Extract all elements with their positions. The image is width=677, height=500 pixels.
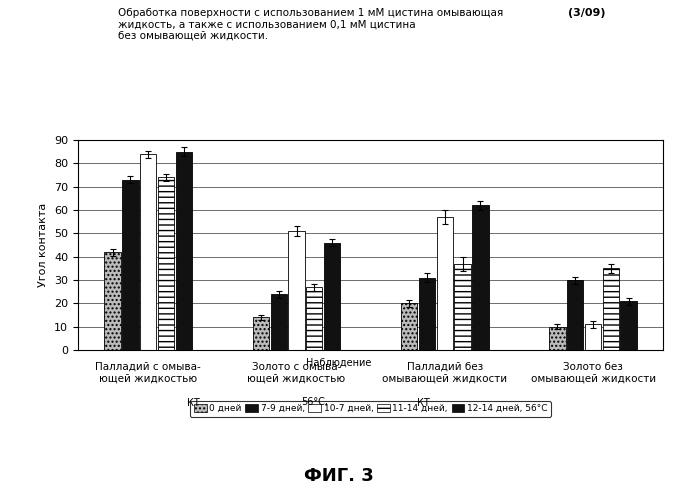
Bar <box>472 206 489 350</box>
Bar <box>454 264 471 350</box>
Legend: 0 дней, 7-9 дней,, 10-7 дней,, 11-14 дней,, 12-14 дней, 56°C: 0 дней, 7-9 дней,, 10-7 дней,, 11-14 дне… <box>190 400 551 417</box>
Bar <box>419 278 435 350</box>
Bar <box>324 242 341 350</box>
Bar <box>175 152 192 350</box>
Bar <box>621 301 637 350</box>
Bar <box>104 252 121 350</box>
Bar <box>253 318 269 350</box>
Text: КТ: КТ <box>187 398 199 407</box>
Bar <box>140 154 156 350</box>
Bar <box>567 280 584 350</box>
Y-axis label: Угол контакта: Угол контакта <box>39 203 49 287</box>
Bar <box>158 178 174 350</box>
Text: КТ: КТ <box>417 398 429 407</box>
Bar <box>437 217 453 350</box>
Bar <box>549 326 566 350</box>
Bar <box>585 324 601 350</box>
Text: Обработка поверхности с использованием 1 мМ цистина омывающая
жидкость, а также : Обработка поверхности с использованием 1… <box>118 8 504 40</box>
Text: 56°С,: 56°С, <box>301 398 328 407</box>
Bar <box>401 304 418 350</box>
Bar <box>603 268 619 350</box>
Bar <box>271 294 287 350</box>
Bar <box>306 287 322 350</box>
Text: (3/09): (3/09) <box>569 8 606 18</box>
Bar <box>123 180 139 350</box>
Text: ФИГ. 3: ФИГ. 3 <box>303 467 374 485</box>
Bar <box>288 231 305 350</box>
Text: Наблюдение: Наблюдение <box>306 358 371 368</box>
